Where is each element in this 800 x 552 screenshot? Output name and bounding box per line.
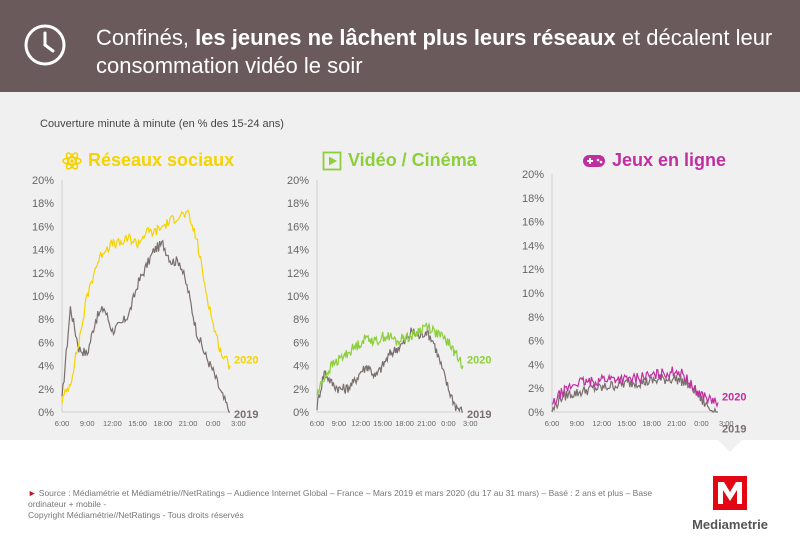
chart-title-text: Jeux en ligne <box>612 150 727 170</box>
series-label-2020: 2020 <box>467 355 491 367</box>
y-tick-label: 16% <box>32 221 54 233</box>
y-tick-label: 14% <box>287 245 309 257</box>
x-tick-label: 9:00 <box>332 419 347 428</box>
series-label-2020: 2020 <box>722 391 746 403</box>
y-tick-label: 6% <box>38 337 54 349</box>
atom-icon <box>62 151 82 170</box>
series-label-2019: 2019 <box>234 409 258 421</box>
y-tick-label: 8% <box>38 314 54 326</box>
y-tick-label: 18% <box>287 198 309 210</box>
x-tick-label: 12:00 <box>103 419 122 428</box>
y-tick-label: 4% <box>38 361 54 373</box>
y-tick-label: 20% <box>32 175 54 187</box>
y-tick-label: 12% <box>522 264 544 276</box>
series-line-2019 <box>61 239 230 413</box>
gamepad-icon <box>583 154 605 167</box>
y-tick-label: 14% <box>522 240 544 252</box>
y-tick-label: 8% <box>528 312 544 324</box>
chart-panel <box>0 92 800 440</box>
title-part1: Confinés, <box>96 25 196 50</box>
brand-name: Mediametrie <box>692 517 768 532</box>
y-tick-label: 18% <box>522 193 544 205</box>
line-chart-reseaux: 0% 2% 4% 6% 8% 10% 12% 14% 16% 18% 20% 6:00 9:00 12:0… <box>32 175 259 428</box>
chart-title-video: Vidéo / Cinéma <box>322 150 477 171</box>
x-tick-label: 21:00 <box>667 419 686 428</box>
y-tick-label: 2% <box>528 383 544 395</box>
x-tick-label: 18:00 <box>642 419 661 428</box>
x-tick-label: 6:00 <box>545 419 560 428</box>
y-tick-label: 0% <box>293 407 309 419</box>
y-tick-label: 6% <box>293 337 309 349</box>
y-tick-label: 8% <box>293 314 309 326</box>
x-tick-label: 9:00 <box>570 419 585 428</box>
clock-icon <box>24 24 66 66</box>
title-part2: et décalent leur consommation vidéo le s… <box>96 25 773 78</box>
series-line-2019 <box>316 327 463 413</box>
series-line-2020 <box>551 366 719 408</box>
x-tick-label: 0:00 <box>694 419 709 428</box>
x-tick-label: 21:00 <box>179 419 198 428</box>
chart-subtitle: Couverture minute à minute (en % des 15-… <box>40 118 284 130</box>
title-bold: les jeunes ne lâchent plus leurs réseaux <box>195 25 616 50</box>
x-tick-label: 9:00 <box>80 419 95 428</box>
line-chart-video: 0% 2% 4% 6% 8% 10% 12% 14% 16% 18% 20% 6:00 9:00 12:0… <box>287 175 492 428</box>
y-tick-label: 6% <box>528 336 544 348</box>
y-tick-label: 18% <box>32 198 54 210</box>
y-tick-label: 10% <box>522 288 544 300</box>
y-tick-label: 10% <box>287 291 309 303</box>
mediametrie-m-icon <box>713 476 747 510</box>
y-tick-label: 4% <box>293 361 309 373</box>
page-title: Confinés, les jeunes ne lâchent plus leu… <box>96 24 786 80</box>
source-text: Source : Médiamétrie et Médiamétrie//Net… <box>28 488 653 509</box>
chart-title-text: Réseaux sociaux <box>88 150 235 170</box>
x-tick-label: 15:00 <box>617 419 636 428</box>
y-tick-label: 20% <box>522 169 544 181</box>
series-label-2019: 2019 <box>467 409 491 421</box>
x-tick-label: 15:00 <box>128 419 147 428</box>
header-banner <box>0 0 800 92</box>
series-label-2019: 2019 <box>722 423 746 435</box>
chart-title-reseaux: Réseaux sociaux <box>62 150 234 171</box>
chart-title-jeux: Jeux en ligne <box>582 150 726 171</box>
line-chart-jeux: 0% 2% 4% 6% 8% 10% 12% 14% 16% 18% 20% 6:00 9:00 12:0… <box>522 169 747 435</box>
x-tick-label: 3:00 <box>231 419 246 428</box>
y-tick-label: 2% <box>38 384 54 396</box>
y-tick-label: 16% <box>522 217 544 229</box>
y-tick-label: 16% <box>287 221 309 233</box>
footer-source: ► Source : Médiamétrie et Médiamétrie//N… <box>28 488 668 521</box>
y-tick-label: 0% <box>38 407 54 419</box>
x-tick-label: 3:00 <box>719 419 734 428</box>
copyright-text: Copyright Médiamétrie//NetRatings - Tous… <box>28 510 244 520</box>
x-tick-label: 12:00 <box>592 419 611 428</box>
source-arrow-icon: ► <box>28 488 39 498</box>
y-tick-label: 12% <box>32 268 54 280</box>
mediametrie-logo: Mediametrie <box>680 476 780 532</box>
chart-title-text: Vidéo / Cinéma <box>348 150 477 170</box>
y-tick-label: 0% <box>528 407 544 419</box>
x-tick-label: 0:00 <box>441 419 456 428</box>
play-icon <box>322 151 342 170</box>
x-tick-label: 15:00 <box>373 419 392 428</box>
x-tick-label: 0:00 <box>206 419 221 428</box>
series-line-2020 <box>61 208 231 404</box>
y-tick-label: 12% <box>287 268 309 280</box>
x-tick-label: 6:00 <box>310 419 325 428</box>
x-tick-label: 6:00 <box>55 419 70 428</box>
series-label-2020: 2020 <box>234 355 258 367</box>
x-tick-label: 18:00 <box>395 419 414 428</box>
y-tick-label: 4% <box>528 359 544 371</box>
x-tick-label: 3:00 <box>463 419 478 428</box>
y-tick-label: 20% <box>287 175 309 187</box>
y-tick-label: 10% <box>32 291 54 303</box>
panel-notch <box>718 440 742 452</box>
y-tick-label: 2% <box>293 384 309 396</box>
x-tick-label: 18:00 <box>153 419 172 428</box>
x-tick-label: 12:00 <box>351 419 370 428</box>
series-line-2020 <box>316 322 464 396</box>
x-tick-label: 21:00 <box>417 419 436 428</box>
y-tick-label: 14% <box>32 245 54 257</box>
